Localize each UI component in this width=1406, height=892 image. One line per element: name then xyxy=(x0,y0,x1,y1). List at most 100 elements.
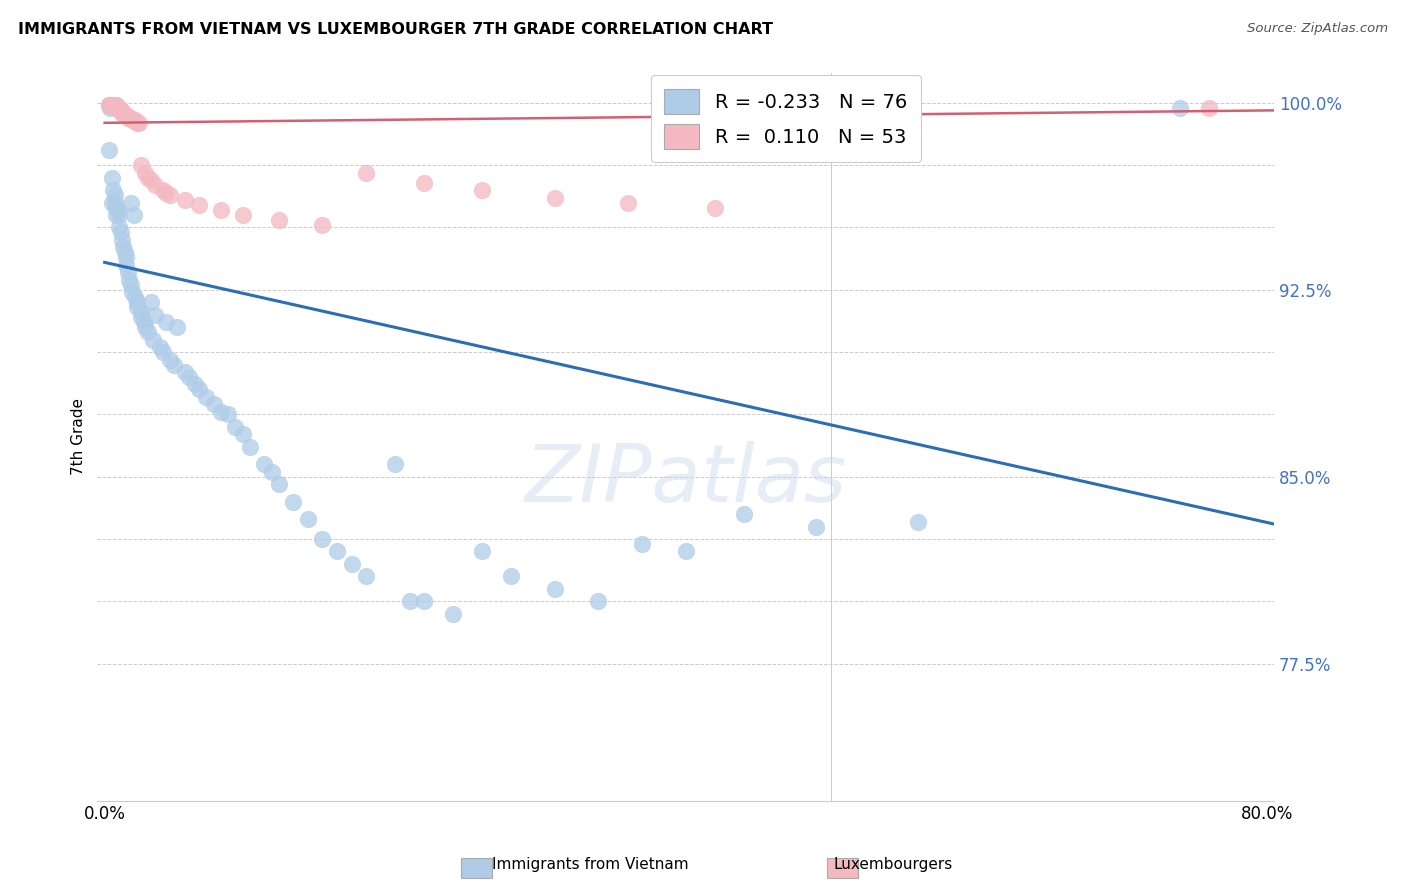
Point xyxy=(1168,101,1191,115)
Point xyxy=(209,405,232,419)
Point xyxy=(384,457,406,471)
Point xyxy=(120,111,142,125)
Point xyxy=(115,251,138,265)
Point xyxy=(675,544,697,558)
Point xyxy=(544,582,567,596)
Point xyxy=(115,258,138,272)
Point xyxy=(125,300,148,314)
Point xyxy=(107,101,129,115)
Point xyxy=(806,519,828,533)
Point xyxy=(129,310,152,325)
Point xyxy=(232,427,254,442)
Point xyxy=(101,170,124,185)
Point xyxy=(111,106,134,120)
Point xyxy=(125,295,148,310)
Legend: R = -0.233   N = 76, R =  0.110   N = 53: R = -0.233 N = 76, R = 0.110 N = 53 xyxy=(651,76,921,162)
Text: IMMIGRANTS FROM VIETNAM VS LUXEMBOURGER 7TH GRADE CORRELATION CHART: IMMIGRANTS FROM VIETNAM VS LUXEMBOURGER … xyxy=(18,22,773,37)
Point xyxy=(173,365,195,379)
Point xyxy=(141,333,163,347)
Point xyxy=(129,158,152,172)
Point xyxy=(173,193,195,207)
Point xyxy=(703,201,725,215)
Point xyxy=(152,345,174,359)
Point xyxy=(177,370,200,384)
Point xyxy=(163,358,186,372)
Point xyxy=(267,477,290,491)
Point xyxy=(124,290,146,304)
Point xyxy=(104,98,127,112)
Point xyxy=(139,295,162,310)
Point xyxy=(155,315,177,329)
Point xyxy=(155,186,177,200)
Text: Source: ZipAtlas.com: Source: ZipAtlas.com xyxy=(1247,22,1388,36)
Point xyxy=(132,315,155,329)
Point xyxy=(108,103,131,118)
Point xyxy=(103,98,125,112)
Point xyxy=(115,108,138,122)
Point xyxy=(100,101,122,115)
Point xyxy=(125,116,148,130)
Point xyxy=(118,273,141,287)
Point xyxy=(129,305,152,319)
Point xyxy=(105,98,128,112)
Point xyxy=(544,190,567,204)
Point xyxy=(108,208,131,222)
Point xyxy=(152,183,174,197)
Point xyxy=(134,166,156,180)
Text: Luxembourgers: Luxembourgers xyxy=(834,857,952,872)
Point xyxy=(114,245,136,260)
Point xyxy=(136,170,159,185)
Point xyxy=(413,176,436,190)
Point xyxy=(101,98,124,112)
Y-axis label: 7th Grade: 7th Grade xyxy=(72,399,86,475)
Point xyxy=(98,143,121,157)
Point xyxy=(111,233,134,247)
Point xyxy=(283,494,305,508)
Point xyxy=(159,352,181,367)
Point xyxy=(326,544,349,558)
Point xyxy=(101,195,124,210)
Point xyxy=(260,465,283,479)
Point xyxy=(145,308,167,322)
Point xyxy=(202,397,225,411)
Point xyxy=(413,594,436,608)
Point xyxy=(239,440,262,454)
Point xyxy=(149,340,172,354)
Point xyxy=(122,113,145,128)
Point xyxy=(104,188,127,202)
Point xyxy=(232,208,254,222)
Point xyxy=(114,108,136,122)
Point xyxy=(188,198,211,212)
Point xyxy=(166,320,188,334)
Point xyxy=(183,377,205,392)
Point xyxy=(471,544,494,558)
Point xyxy=(311,532,333,546)
Point xyxy=(105,208,128,222)
Point xyxy=(588,594,610,608)
Point xyxy=(111,106,134,120)
Text: ZIPatlas: ZIPatlas xyxy=(524,442,846,519)
Point xyxy=(441,607,464,621)
Point xyxy=(907,515,929,529)
Point xyxy=(103,183,125,197)
Point xyxy=(105,101,128,115)
Point xyxy=(311,218,333,232)
Point xyxy=(134,320,156,334)
Point xyxy=(105,98,128,112)
Point xyxy=(108,220,131,235)
Point xyxy=(217,408,239,422)
Point xyxy=(139,173,162,187)
Point xyxy=(112,240,135,254)
Point xyxy=(1198,101,1220,115)
Point xyxy=(188,383,211,397)
Point xyxy=(121,113,143,128)
Point xyxy=(616,195,638,210)
Point xyxy=(354,166,377,180)
Point xyxy=(145,178,167,193)
Point xyxy=(104,195,127,210)
Point xyxy=(110,226,132,240)
Point xyxy=(195,390,218,404)
Point xyxy=(108,101,131,115)
Point xyxy=(110,103,132,118)
Point xyxy=(101,98,124,112)
